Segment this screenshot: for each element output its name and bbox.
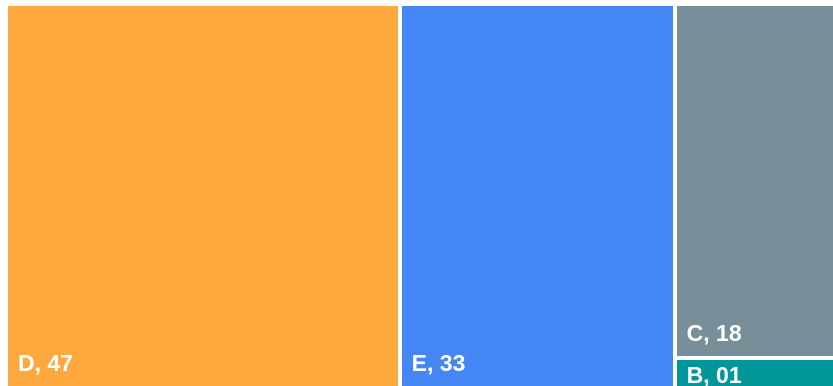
treemap-tile-c: C, 18	[676, 6, 833, 356]
treemap-label-e: E, 33	[411, 350, 466, 376]
treemap-label-b: B, 01	[686, 362, 742, 386]
treemap-tile-d: D, 47	[8, 6, 398, 386]
treemap-label-d: D, 47	[18, 350, 73, 376]
treemap-tile-e: E, 33	[401, 6, 673, 386]
treemap-label-c: C, 18	[686, 320, 742, 346]
treemap-tile-b: B, 01	[676, 360, 833, 386]
